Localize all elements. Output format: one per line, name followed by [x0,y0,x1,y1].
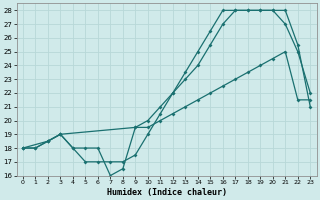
X-axis label: Humidex (Indice chaleur): Humidex (Indice chaleur) [107,188,227,197]
